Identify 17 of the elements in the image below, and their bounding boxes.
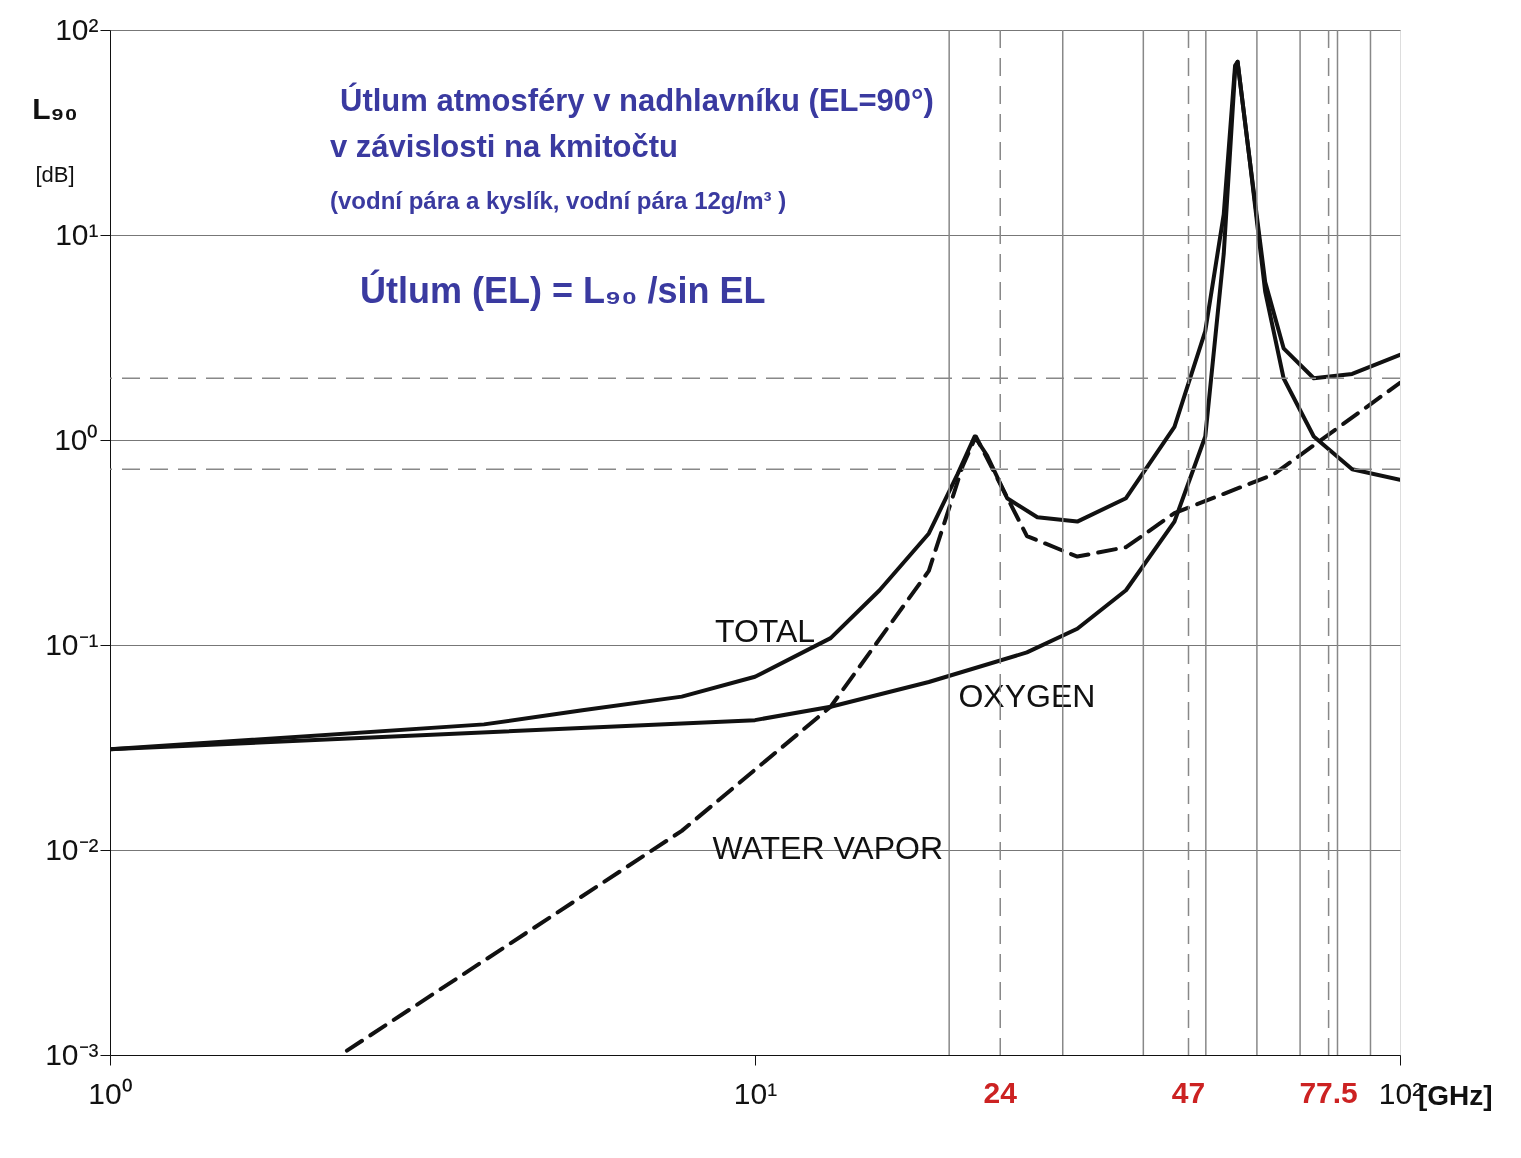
series-label: TOTAL bbox=[714, 612, 816, 649]
y-tick-label: 10⁻¹ bbox=[45, 627, 99, 661]
y-tick-label: 10⁻³ bbox=[45, 1037, 99, 1071]
y-tick-label: 10⁻² bbox=[45, 832, 99, 866]
y-tick-label: 10⁰ bbox=[54, 422, 99, 456]
ref-line-label: 77.5 bbox=[1299, 1076, 1358, 1109]
ref-line-label: 47 bbox=[1171, 1076, 1206, 1109]
text: Útlum atmosféry v nadhlavníku (EL=90°) v závislosti na kmitočtu bbox=[330, 82, 934, 164]
y-tick-label: 10² bbox=[55, 12, 99, 46]
text: (vodní pára a kyslík, vodní pára 12g/m³ ) bbox=[330, 187, 787, 214]
y-tick-label: 10¹ bbox=[55, 217, 99, 251]
text: L₉₀ [dB] bbox=[32, 92, 78, 187]
annotation: Útlum (EL) = L₉₀ /sin EL bbox=[360, 269, 766, 311]
x-tick-label: 10⁰ bbox=[88, 1076, 133, 1110]
series-label: OXYGEN bbox=[958, 678, 1096, 715]
ref-line-label: 24 bbox=[983, 1076, 1018, 1109]
x-tick-label: 10¹ bbox=[733, 1076, 778, 1110]
